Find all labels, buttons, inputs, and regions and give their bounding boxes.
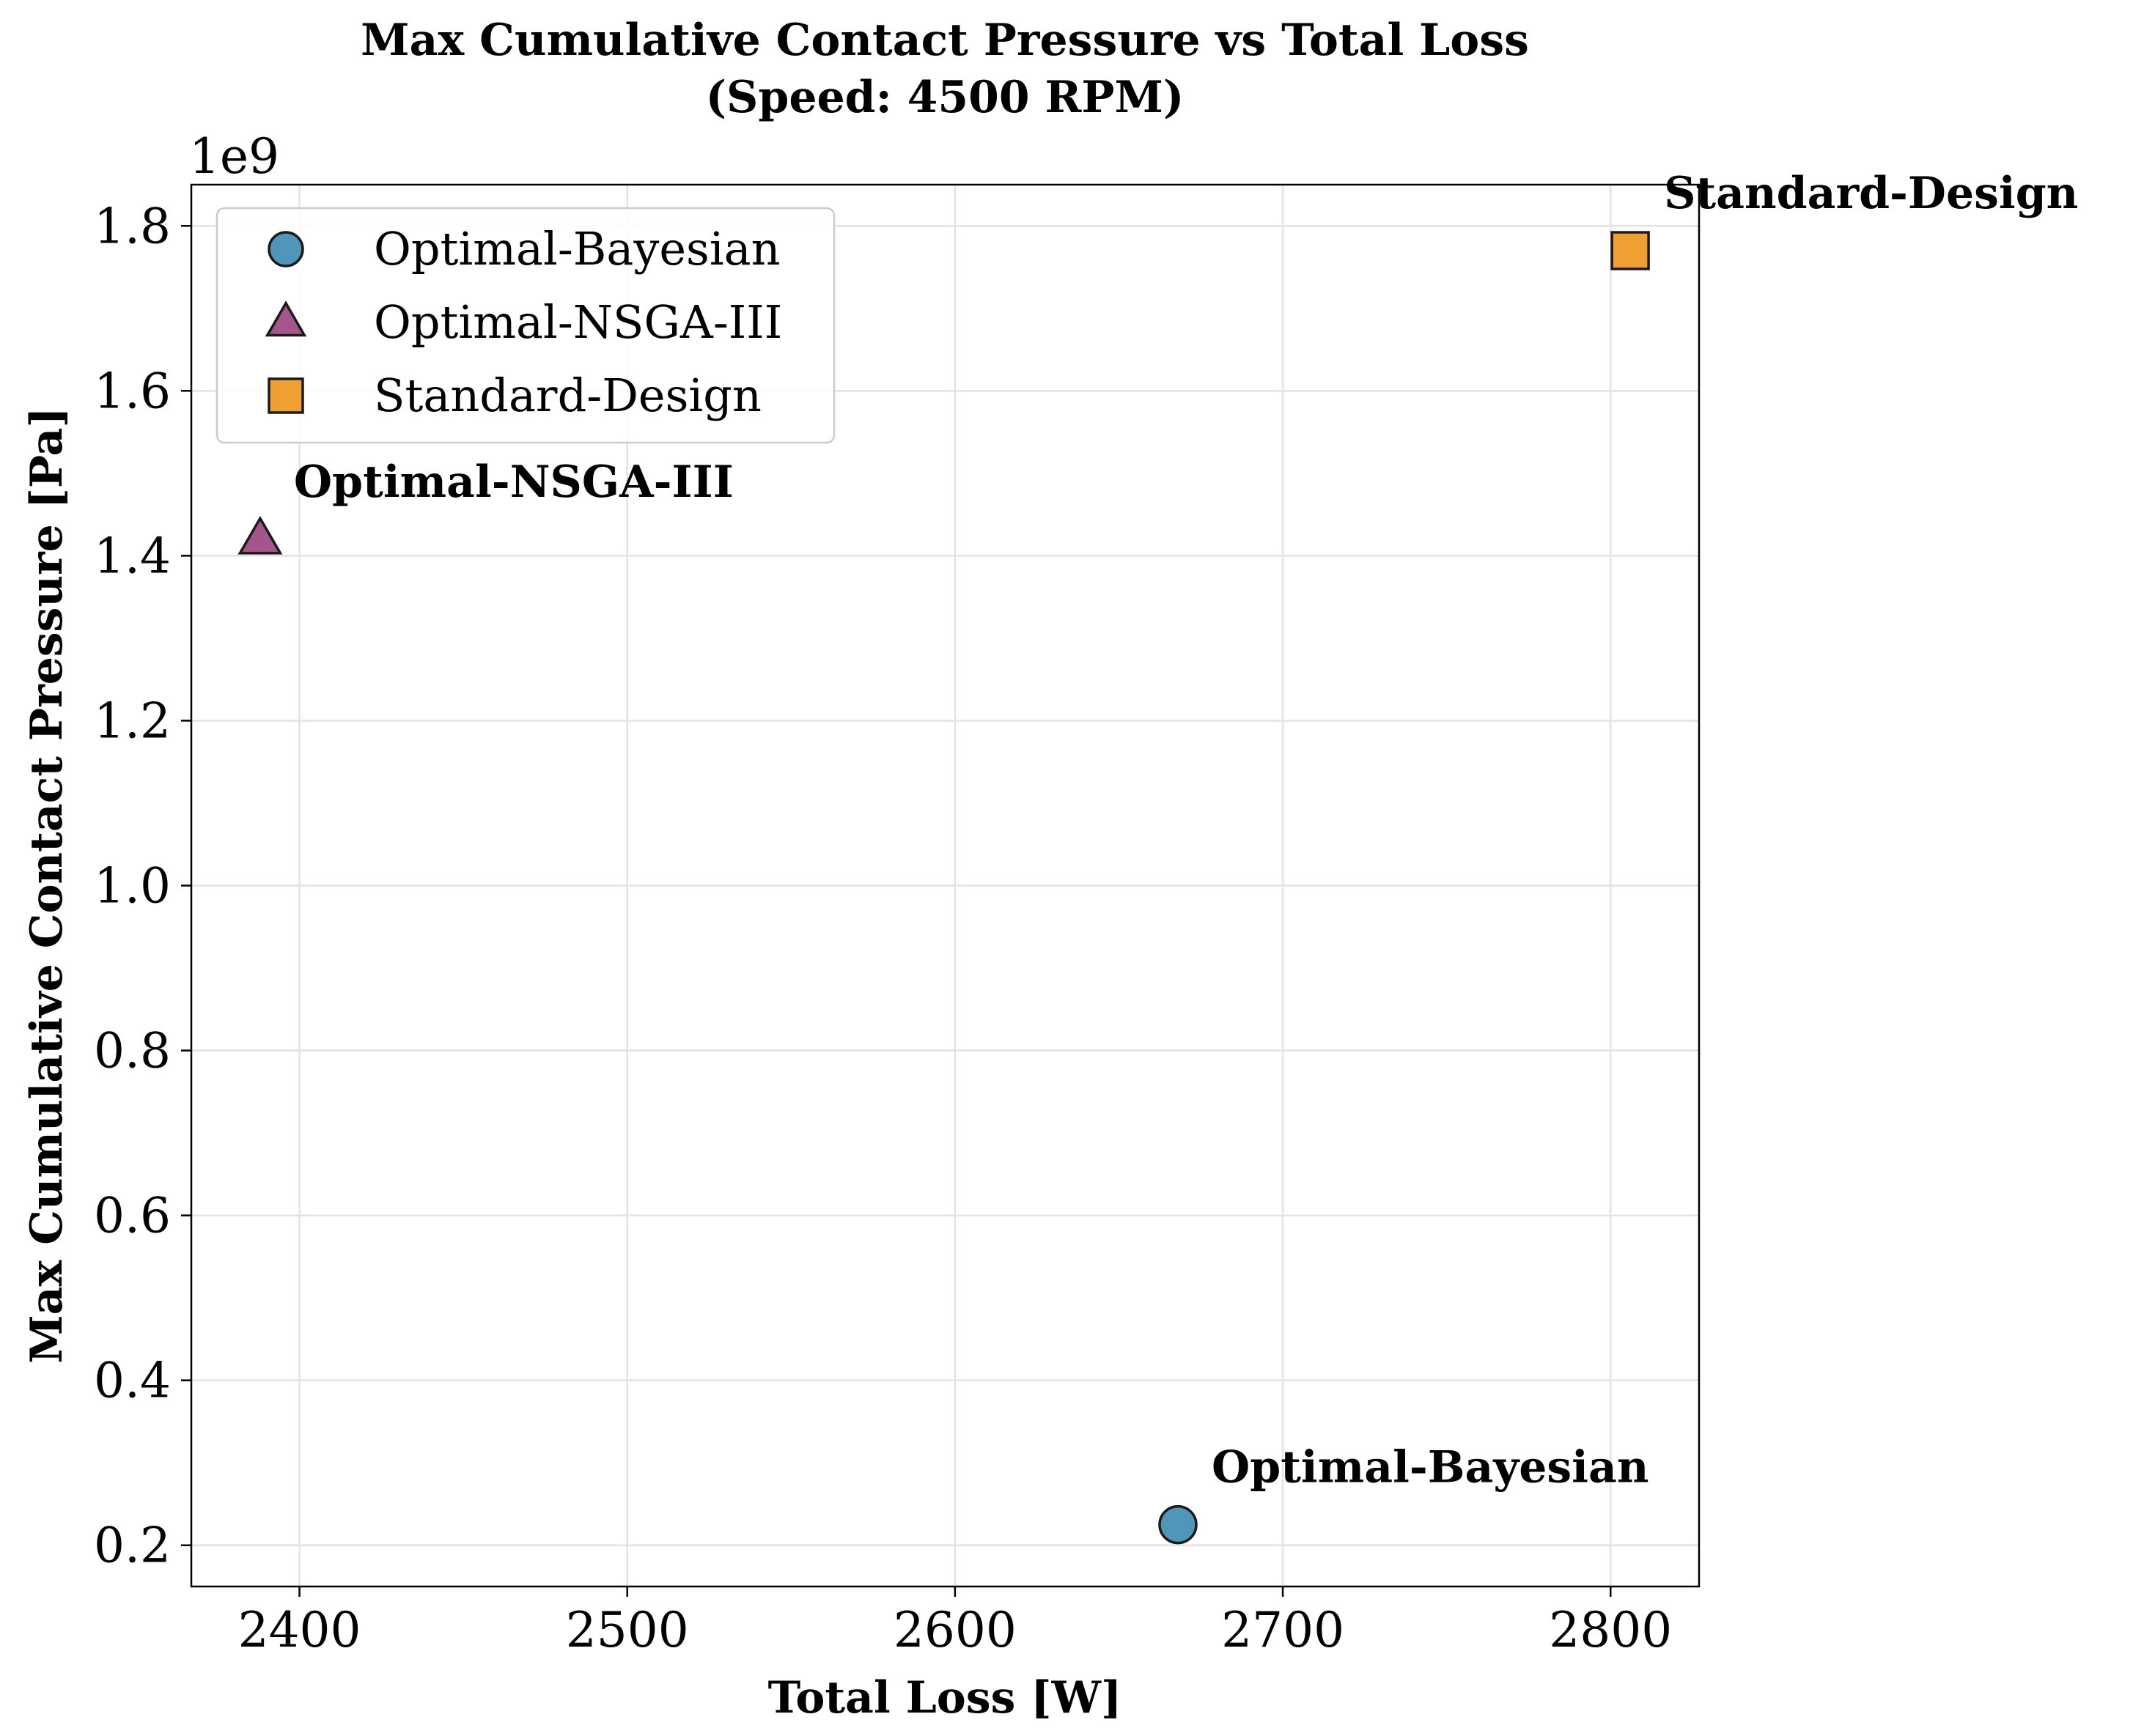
y-axis-label: Max Cumulative Contact Pressure [Pa] bbox=[21, 407, 73, 1364]
legend-label-standard-design: Standard-Design bbox=[374, 369, 762, 422]
x-tick-label: 2700 bbox=[1221, 1602, 1344, 1658]
legend: Optimal-Bayesian Optimal-NSGA-III Standard… bbox=[215, 207, 836, 444]
y-tick-label: 0.2 bbox=[94, 1518, 171, 1574]
y-tick-label: 1.2 bbox=[94, 692, 171, 749]
point-annotations: Optimal-Bayesian Optimal-NSGA-III Standard… bbox=[294, 168, 2078, 1493]
chart-title-line1: Max Cumulative Contact Pressure vs Total… bbox=[361, 15, 1529, 66]
legend-marker-standard-design bbox=[268, 377, 304, 414]
y-tick-label: 0.8 bbox=[94, 1023, 171, 1079]
y-tick-label: 0.6 bbox=[94, 1188, 171, 1244]
y-tick-label: 1.6 bbox=[94, 363, 171, 419]
legend-label-optimal-bayesian: Optimal-Bayesian bbox=[374, 222, 781, 276]
y-offset-label: 1e9 bbox=[189, 128, 279, 185]
y-tick-label: 1.4 bbox=[94, 528, 171, 584]
x-tick-label: 2600 bbox=[894, 1602, 1017, 1658]
x-tick-label: 2400 bbox=[238, 1602, 361, 1658]
axis-ticks: 2400 2500 2600 2700 2800 0.2 0.4 0.6 0.8 1.0 1.2 1.… bbox=[94, 198, 1672, 1658]
legend-marker-optimal-bayesian bbox=[268, 231, 304, 267]
y-tick-label: 1.0 bbox=[94, 858, 171, 915]
chart-title-line2: (Speed: 4500 RPM) bbox=[706, 72, 1185, 123]
grid-lines bbox=[191, 185, 1699, 1587]
legend-marker-optimal-nsga-iii bbox=[265, 300, 307, 337]
legend-label-optimal-nsga-iii: Optimal-NSGA-III bbox=[374, 295, 782, 349]
x-axis-label: Total Loss [W] bbox=[768, 1672, 1122, 1724]
legend-frame bbox=[215, 207, 836, 444]
x-tick-label: 2500 bbox=[566, 1602, 689, 1658]
data-point-optimal-bayesian bbox=[1158, 1504, 1198, 1545]
x-tick-label: 2800 bbox=[1549, 1602, 1672, 1658]
point-label-standard-design: Standard-Design bbox=[1664, 168, 2078, 219]
y-tick-label: 0.4 bbox=[94, 1353, 171, 1409]
data-point-optimal-nsga-iii bbox=[237, 515, 283, 555]
point-label-optimal-bayesian: Optimal-Bayesian bbox=[1212, 1442, 1648, 1493]
data-points bbox=[237, 231, 1650, 1545]
y-tick-label: 1.8 bbox=[94, 198, 171, 254]
data-point-standard-design bbox=[1610, 231, 1650, 270]
point-label-optimal-nsga-iii: Optimal-NSGA-III bbox=[294, 457, 734, 508]
